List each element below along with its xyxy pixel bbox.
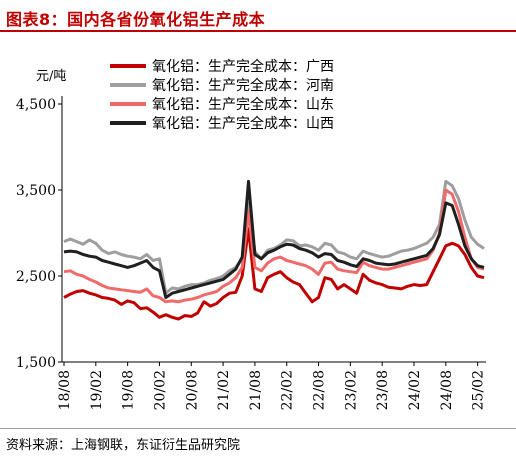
x-tick-label: 19/08 <box>121 370 137 410</box>
series-line-3 <box>63 188 485 304</box>
x-tick-label: 24/08 <box>439 370 455 410</box>
series-line-2 <box>63 179 485 295</box>
x-tick-label: 20/08 <box>184 370 200 410</box>
x-tick-label: 18/08 <box>57 370 73 410</box>
figure-title: 图表8：国内各省份氧化铝生产成本 <box>6 10 266 29</box>
x-tick-label: 20/02 <box>152 370 168 410</box>
x-tick-label: 22/08 <box>312 370 328 410</box>
series-line-4 <box>63 179 485 299</box>
y-tick-label: 4,500 <box>16 97 56 113</box>
x-tick-label: 22/02 <box>280 370 296 410</box>
legend-label-3: 氧化铝：生产完全成本：山东 <box>152 96 334 113</box>
x-tick-label: 19/02 <box>89 370 105 410</box>
unit-label: 元/吨 <box>36 69 66 84</box>
title-rule <box>0 30 516 32</box>
legend-label-2: 氧化铝：生产完全成本：河南 <box>152 77 334 94</box>
x-tick-label: 25/02 <box>471 370 487 410</box>
chart-frame <box>58 96 486 366</box>
legend: 氧化铝：生产完全成本：广西氧化铝：生产完全成本：河南氧化铝：生产完全成本：山东氧… <box>110 58 334 132</box>
legend-label-4: 氧化铝：生产完全成本：山西 <box>152 115 334 132</box>
series-group <box>63 179 485 321</box>
y-tick-label: 3,500 <box>16 183 56 199</box>
y-tick-label: 1,500 <box>16 355 56 371</box>
x-tick-label: 23/02 <box>343 370 359 410</box>
x-tick-label: 24/02 <box>407 370 423 410</box>
source-rule <box>0 428 516 429</box>
series-line-1 <box>63 227 485 321</box>
source-note: 资料来源：上海钢联，东证衍生品研究院 <box>6 438 241 453</box>
y-tick-label: 2,500 <box>16 269 56 285</box>
x-tick-label: 21/08 <box>248 370 264 410</box>
x-tick-label: 23/08 <box>375 370 391 410</box>
legend-label-1: 氧化铝：生产完全成本：广西 <box>152 58 334 75</box>
x-tick-label: 21/02 <box>216 370 232 410</box>
